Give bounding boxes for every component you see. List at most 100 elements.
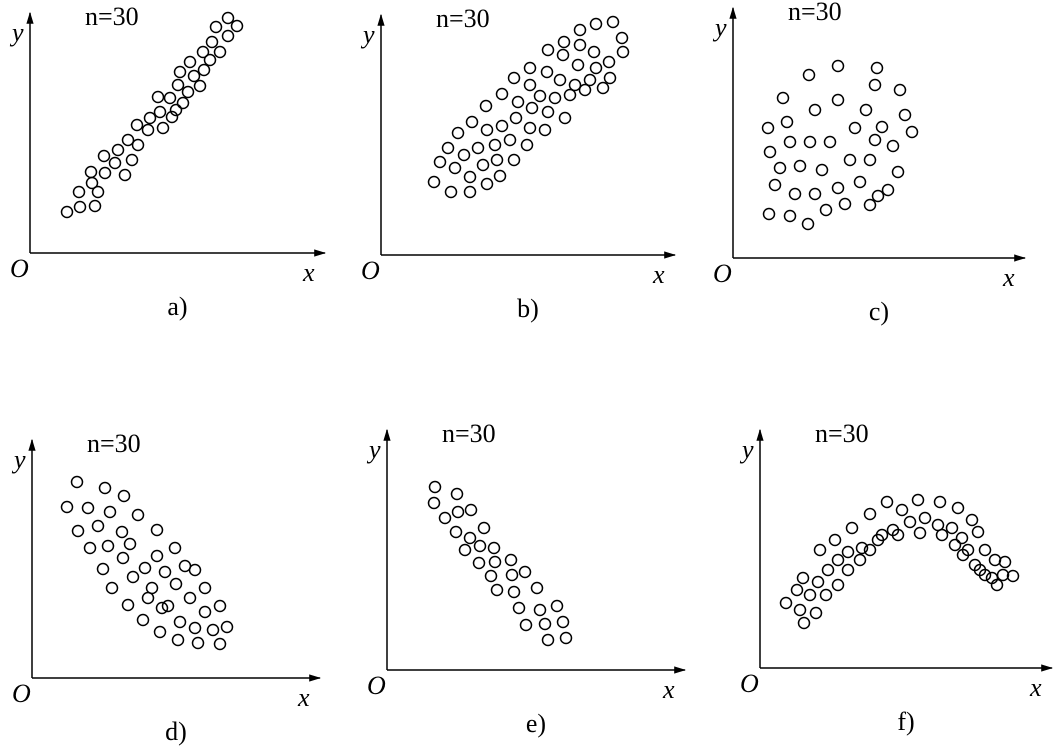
data-point xyxy=(197,63,211,77)
data-point xyxy=(108,156,122,170)
data-point xyxy=(103,505,117,519)
data-point xyxy=(913,526,927,540)
data-point xyxy=(563,88,577,102)
data-point xyxy=(935,528,949,542)
data-point xyxy=(173,615,187,629)
data-point xyxy=(779,596,793,610)
data-point xyxy=(125,153,139,167)
data-point xyxy=(136,613,150,627)
data-point xyxy=(1006,569,1020,583)
x-axis-label: x xyxy=(302,258,315,287)
data-point xyxy=(472,556,486,570)
data-point xyxy=(450,487,464,501)
data-point xyxy=(602,55,616,69)
data-point xyxy=(131,138,145,152)
data-point xyxy=(553,73,567,87)
data-point xyxy=(538,617,552,631)
data-point xyxy=(886,139,900,153)
data-point xyxy=(895,503,909,517)
data-point xyxy=(488,555,502,569)
data-point xyxy=(853,175,867,189)
data-point xyxy=(198,605,212,619)
data-point xyxy=(457,148,471,162)
x-axis-label: x xyxy=(297,683,310,712)
data-point xyxy=(438,511,452,525)
data-point xyxy=(153,105,167,119)
data-point xyxy=(503,133,517,147)
data-point xyxy=(616,45,630,59)
data-point xyxy=(523,61,537,75)
data-point xyxy=(72,185,86,199)
data-point xyxy=(70,475,84,489)
x-axis-label: x xyxy=(662,675,675,704)
data-point xyxy=(558,111,572,125)
data-point xyxy=(169,103,183,117)
data-point xyxy=(444,185,458,199)
data-point xyxy=(838,197,852,211)
data-point xyxy=(550,599,564,613)
data-point xyxy=(819,588,833,602)
data-point xyxy=(121,133,135,147)
data-point xyxy=(548,91,562,105)
data-point xyxy=(191,636,205,650)
data-point xyxy=(116,551,130,565)
data-point xyxy=(138,561,152,575)
data-point xyxy=(60,205,74,219)
data-point xyxy=(911,493,925,507)
data-point xyxy=(831,181,845,195)
data-point xyxy=(761,121,775,135)
y-axis-label: y xyxy=(360,20,375,49)
data-point xyxy=(221,29,235,43)
annotation: n=30 xyxy=(442,419,496,448)
data-point xyxy=(823,135,837,149)
data-point xyxy=(918,511,932,525)
data-point xyxy=(476,158,490,172)
data-point xyxy=(484,569,498,583)
data-point xyxy=(433,155,447,169)
data-point xyxy=(809,606,823,620)
data-point xyxy=(853,553,867,567)
data-point xyxy=(863,153,877,167)
data-point xyxy=(187,69,201,83)
data-point xyxy=(803,135,817,149)
annotation: n=30 xyxy=(815,419,869,448)
data-point xyxy=(880,495,894,509)
data-point xyxy=(933,495,947,509)
data-point xyxy=(71,524,85,538)
data-point xyxy=(518,565,532,579)
caption: c) xyxy=(869,297,889,326)
data-point xyxy=(831,553,845,567)
data-point xyxy=(123,537,137,551)
data-point xyxy=(427,496,441,510)
data-point xyxy=(463,531,477,545)
data-point xyxy=(868,78,882,92)
data-point xyxy=(213,45,227,59)
data-point xyxy=(893,83,907,97)
data-point xyxy=(881,183,895,197)
data-point xyxy=(101,539,115,553)
data-point xyxy=(504,553,518,567)
data-point xyxy=(965,513,979,527)
data-point xyxy=(783,135,797,149)
data-point xyxy=(451,505,465,519)
y-axis-label: y xyxy=(366,435,381,464)
data-point xyxy=(60,500,74,514)
data-point xyxy=(783,209,797,223)
data-point xyxy=(153,625,167,639)
data-point xyxy=(875,120,889,134)
data-point xyxy=(131,508,145,522)
data-point xyxy=(495,119,509,133)
data-point xyxy=(141,123,155,137)
data-point xyxy=(173,65,187,79)
data-point xyxy=(91,185,105,199)
data-point xyxy=(507,153,521,167)
data-point xyxy=(596,81,610,95)
data-point xyxy=(793,603,807,617)
data-point xyxy=(188,621,202,635)
data-point xyxy=(801,217,815,231)
data-point xyxy=(533,603,547,617)
data-point xyxy=(828,533,842,547)
data-point xyxy=(81,501,95,515)
data-point xyxy=(603,71,617,85)
data-point xyxy=(802,68,816,82)
